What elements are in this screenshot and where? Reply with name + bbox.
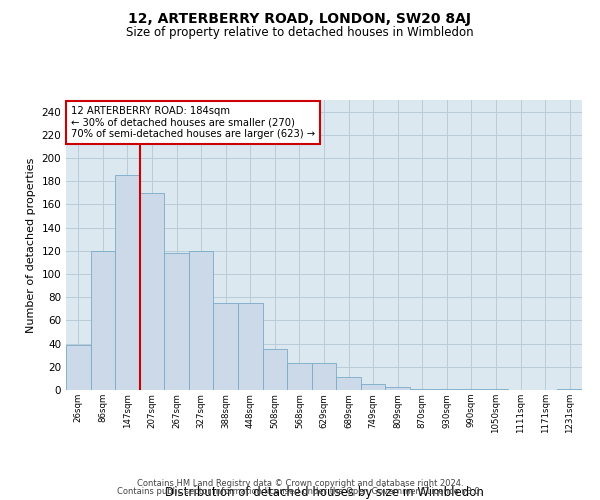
Bar (557, 389, 582, 390)
Bar (189, 251, 214, 390)
Bar (312, 364, 336, 390)
Bar (66, 345, 91, 390)
Bar (91, 251, 115, 390)
Bar (238, 303, 263, 390)
Bar (336, 377, 361, 390)
Text: Size of property relative to detached houses in Wimbledon: Size of property relative to detached ho… (126, 26, 474, 39)
Text: Contains HM Land Registry data © Crown copyright and database right 2024.: Contains HM Land Registry data © Crown c… (137, 478, 463, 488)
Text: Contains public sector information licensed under the Open Government Licence v3: Contains public sector information licen… (118, 487, 482, 496)
Bar (115, 176, 140, 390)
X-axis label: Distribution of detached houses by size in Wimbledon: Distribution of detached houses by size … (164, 486, 484, 499)
Text: 12 ARTERBERRY ROAD: 184sqm
← 30% of detached houses are smaller (270)
70% of sem: 12 ARTERBERRY ROAD: 184sqm ← 30% of deta… (71, 106, 315, 139)
Bar (385, 386, 410, 390)
Bar (263, 350, 287, 390)
Y-axis label: Number of detached properties: Number of detached properties (26, 158, 36, 332)
Bar (434, 389, 459, 390)
Bar (410, 389, 434, 390)
Bar (361, 384, 385, 390)
Bar (484, 389, 508, 390)
Bar (140, 193, 164, 390)
Bar (287, 364, 312, 390)
Bar (459, 389, 484, 390)
Bar (214, 303, 238, 390)
Bar (164, 253, 189, 390)
Text: 12, ARTERBERRY ROAD, LONDON, SW20 8AJ: 12, ARTERBERRY ROAD, LONDON, SW20 8AJ (128, 12, 472, 26)
